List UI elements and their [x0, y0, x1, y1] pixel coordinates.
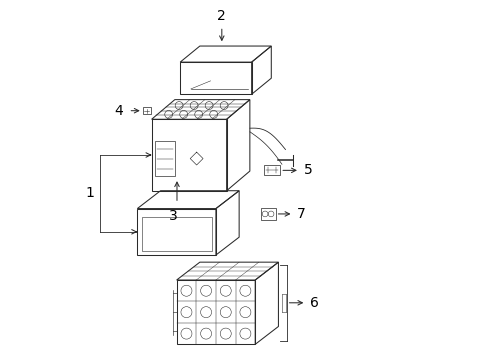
Text: 6: 6 — [309, 296, 318, 310]
Text: 3: 3 — [169, 208, 178, 222]
Text: 5: 5 — [303, 163, 311, 177]
Text: 7: 7 — [296, 207, 305, 221]
Text: 2: 2 — [217, 9, 226, 23]
Text: 4: 4 — [114, 104, 123, 118]
Text: 1: 1 — [85, 186, 94, 201]
